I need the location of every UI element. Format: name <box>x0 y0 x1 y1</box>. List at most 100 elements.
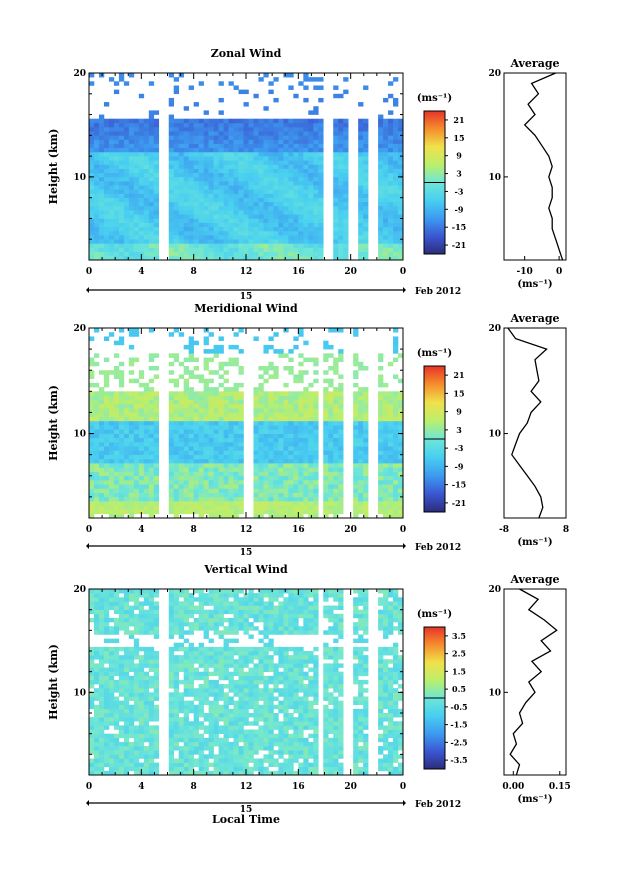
field-cell <box>129 734 134 738</box>
field-cell <box>184 738 189 742</box>
field-cell <box>204 601 209 605</box>
field-cell <box>268 467 273 472</box>
field-cell <box>204 412 209 417</box>
field-cell <box>268 169 273 173</box>
field-cell <box>313 434 318 439</box>
field-cell <box>154 160 159 164</box>
field-cell <box>94 189 99 193</box>
field-cell <box>199 379 204 384</box>
field-cell <box>278 198 283 202</box>
field-cell <box>109 235 114 239</box>
field-cell <box>363 476 368 481</box>
field-cell <box>169 446 174 451</box>
field-cell <box>94 214 99 218</box>
field-cell <box>383 459 388 464</box>
field-cell <box>174 135 179 139</box>
field-cell <box>124 738 129 742</box>
field-cell <box>393 438 398 443</box>
field-cell <box>268 160 273 164</box>
field-cell <box>154 746 159 750</box>
field-cell <box>104 239 109 243</box>
field-cell <box>124 758 129 762</box>
field-cell <box>139 181 144 185</box>
field-cell <box>393 152 398 156</box>
field-cell <box>134 668 139 672</box>
field-cell <box>114 164 119 168</box>
field-cell <box>99 618 104 622</box>
field-cell <box>248 160 253 164</box>
field-cell <box>338 463 343 468</box>
field-cell <box>308 235 313 239</box>
field-cell <box>114 476 119 481</box>
field-cell <box>99 227 104 231</box>
field-cell <box>209 387 214 392</box>
field-cell <box>313 160 318 164</box>
field-cell <box>283 214 288 218</box>
field-cell <box>214 421 219 426</box>
field-cell <box>129 181 134 185</box>
field-cell <box>139 668 144 672</box>
field-cell <box>104 630 109 634</box>
field-cell <box>124 597 129 601</box>
field-cell <box>308 135 313 139</box>
field-cell <box>169 239 174 243</box>
field-cell <box>139 705 144 709</box>
field-cell <box>169 139 174 143</box>
field-cell <box>303 425 308 430</box>
field-cell <box>124 767 129 771</box>
field-cell <box>393 358 398 363</box>
colorbar-tick-label: 9 <box>456 407 462 417</box>
field-cell <box>139 231 144 235</box>
field-cell <box>214 370 219 375</box>
field-cell <box>248 144 253 148</box>
field-cell <box>139 721 144 725</box>
field-cell <box>308 127 313 131</box>
field-cell <box>94 434 99 439</box>
field-cell <box>104 210 109 214</box>
field-cell <box>248 214 253 218</box>
field-cell <box>313 123 318 127</box>
field-cell <box>224 391 229 396</box>
field-cell <box>293 391 298 396</box>
field-cell <box>174 353 179 358</box>
field-cell <box>333 139 338 143</box>
field-cell <box>124 160 129 164</box>
field-cell <box>134 152 139 156</box>
field-cell <box>179 725 184 729</box>
field-cell <box>194 341 199 346</box>
field-cell <box>303 463 308 468</box>
field-cell <box>109 400 114 405</box>
field-cell <box>204 701 209 705</box>
field-cell <box>99 135 104 139</box>
field-cell <box>194 610 199 614</box>
field-cell <box>338 391 343 396</box>
field-cell <box>338 450 343 455</box>
field-cell <box>234 139 239 143</box>
field-cell <box>129 684 134 688</box>
field-cell <box>114 412 119 417</box>
field-cell <box>189 239 194 243</box>
field-cell <box>204 442 209 447</box>
field-cell <box>214 688 219 692</box>
field-cell <box>268 144 273 148</box>
field-cell <box>144 144 149 148</box>
field-cell <box>214 501 219 506</box>
field-cell <box>99 484 104 489</box>
field-cell <box>258 404 263 409</box>
field-cell <box>94 210 99 214</box>
field-cell <box>149 194 154 198</box>
field-cell <box>318 131 323 135</box>
field-cell <box>144 655 149 659</box>
field-cell <box>313 476 318 481</box>
field-cell <box>288 434 293 439</box>
field-cell <box>258 501 263 506</box>
field-cell <box>109 214 114 218</box>
field-cell <box>104 421 109 426</box>
field-cell <box>99 647 104 651</box>
field-cell <box>119 622 124 626</box>
field-cell <box>169 742 174 746</box>
field-cell <box>313 194 318 198</box>
field-cell <box>169 758 174 762</box>
field-cell <box>308 227 313 231</box>
field-cell <box>393 429 398 434</box>
